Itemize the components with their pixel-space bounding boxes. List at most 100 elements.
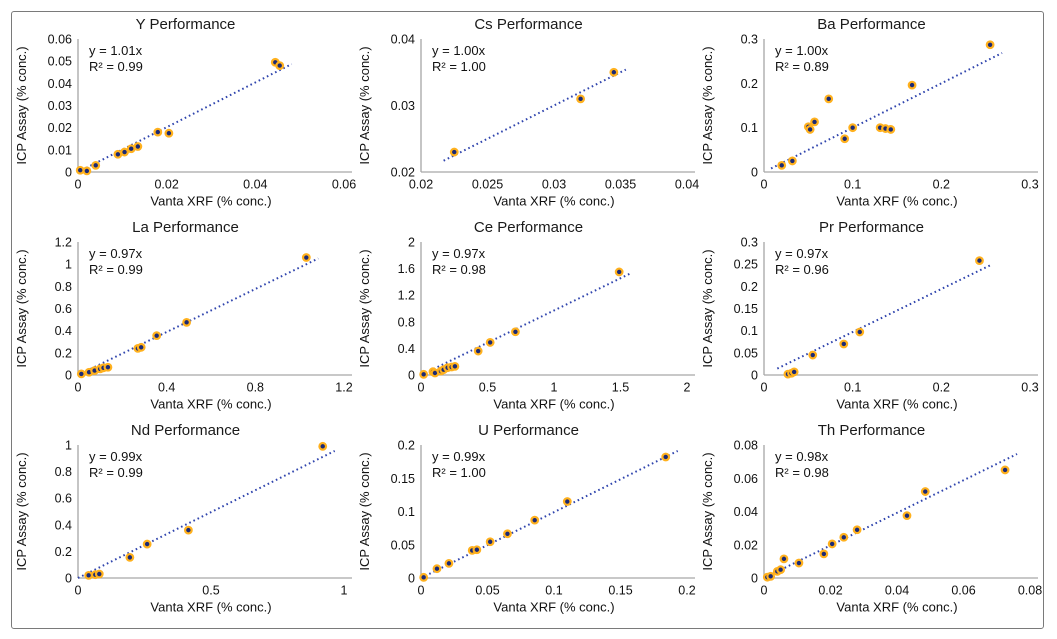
x-tick-label: 0 (418, 584, 425, 598)
data-point (182, 317, 192, 327)
data-point (511, 327, 520, 337)
trend-line (776, 263, 992, 370)
data-point (576, 94, 586, 104)
x-tick-label: 0 (75, 178, 82, 192)
y-tick-label: 0.02 (48, 121, 72, 135)
data-point (840, 134, 850, 144)
data-point (485, 338, 495, 347)
chart-title: La Performance (132, 219, 239, 236)
y-tick-label: 0.1 (741, 324, 758, 338)
r2-label: R² = 0.99 (89, 262, 143, 277)
y-axis-label: ICP Assay (% conc.) (357, 46, 372, 164)
data-point (827, 539, 837, 549)
y-tick-label: 0 (751, 369, 758, 383)
chart-th: 0 0.02 0.04 0.06 0.08 0 0.02 0.04 0.06 0.08 Th Per… (700, 422, 1042, 615)
data-point (419, 572, 429, 582)
y-axis-label: ICP Assay (% conc.) (700, 452, 715, 570)
y-tick-label: 0.08 (734, 439, 758, 453)
data-point (503, 529, 512, 539)
data-point (839, 532, 849, 542)
y-axis-label: ICP Assay (% conc.) (14, 452, 29, 570)
x-tick-label: 0 (761, 178, 768, 192)
y-tick-label: 0.2 (55, 545, 72, 559)
trend-line (763, 453, 1018, 579)
data-point (985, 40, 995, 50)
chart-title: Ce Performance (474, 219, 583, 236)
y-tick-label: 0.05 (391, 538, 415, 552)
chart-ce: 0 0.5 1 1.5 2 0 0.4 0.8 1.2 1.6 2 Ce Performance y =… (357, 219, 695, 412)
x-axis-label: Vanta XRF (% conc.) (150, 600, 271, 615)
x-tick-label: 0 (761, 584, 768, 598)
y-tick-label: 0.2 (55, 346, 72, 360)
x-tick-label: 0.03 (542, 178, 566, 192)
x-tick-label: 1 (551, 381, 558, 395)
x-tick-label: 0.04 (243, 178, 267, 192)
trend-line (420, 450, 679, 579)
y-tick-label: 0.3 (741, 236, 758, 250)
y-tick-label: 0.05 (734, 346, 758, 360)
y-tick-label: 0.4 (55, 518, 72, 532)
y-tick-label: 1 (65, 258, 72, 272)
x-tick-label: 0.02 (154, 178, 178, 192)
chart-pr: 0 0.1 0.2 0.3 0 0.05 0.1 0.15 0.2 0.25 0.3 Pr Perfo… (700, 219, 1039, 412)
x-axis-label: Vanta XRF (% conc.) (836, 397, 957, 412)
charts-grid: 0 0.02 0.04 0.06 0 0.01 0.02 0.03 0.04 0.05 0.06 Y … (14, 14, 1043, 623)
y-tick-label: 0.3 (741, 33, 758, 47)
equation-label: y = 0.98x (775, 449, 829, 464)
data-point (136, 342, 146, 352)
y-tick-label: 0.4 (55, 324, 72, 338)
x-tick-label: 0.5 (202, 584, 219, 598)
data-point (472, 545, 482, 555)
data-point (82, 166, 92, 176)
data-point (125, 552, 135, 562)
y-tick-label: 0.02 (391, 166, 415, 180)
data-point (152, 331, 162, 341)
x-tick-label: 0.1 (844, 381, 861, 395)
y-tick-label: 0 (65, 166, 72, 180)
x-tick-label: 0.2 (933, 178, 950, 192)
y-tick-label: 0 (751, 166, 758, 180)
y-tick-label: 0.6 (55, 492, 72, 506)
x-tick-label: 0.025 (472, 178, 503, 192)
chart-title: Pr Performance (819, 219, 924, 236)
x-axis-label: Vanta XRF (% conc.) (150, 397, 271, 412)
data-point (855, 327, 865, 337)
data-point (839, 339, 849, 349)
x-tick-label: 0.3 (1021, 381, 1038, 395)
x-axis-label: Vanta XRF (% conc.) (836, 194, 957, 209)
data-point (450, 361, 460, 371)
y-tick-label: 0.04 (391, 33, 415, 47)
y-tick-label: 0.2 (398, 439, 415, 453)
data-point (473, 346, 483, 356)
data-point (848, 123, 858, 133)
chart-nd: 0 0.5 1 0 0.2 0.4 0.6 0.8 1 Nd Performance y = 0.9… (14, 422, 352, 615)
data-point (449, 147, 459, 157)
chart-title: Y Performance (136, 16, 236, 33)
data-point (777, 160, 787, 170)
data-point (789, 367, 799, 377)
y-tick-label: 0.06 (48, 33, 72, 47)
data-point (776, 565, 786, 575)
x-tick-label: 0.08 (1018, 584, 1042, 598)
x-tick-label: 0.8 (247, 381, 264, 395)
x-tick-label: 0.06 (332, 178, 356, 192)
data-point (444, 558, 454, 568)
y-axis-label: ICP Assay (% conc.) (357, 249, 372, 367)
y-axis-label: ICP Assay (% conc.) (357, 452, 372, 570)
data-point (808, 350, 818, 360)
x-tick-label: 0.035 (605, 178, 636, 192)
y-tick-label: 0.03 (391, 99, 415, 113)
x-tick-label: 0.3 (1021, 178, 1038, 192)
data-point (318, 441, 328, 451)
x-axis-label: Vanta XRF (% conc.) (493, 600, 614, 615)
chart-u: 0 0.05 0.1 0.15 0.2 0 0.05 0.1 0.15 0.2 U Performa… (357, 422, 696, 615)
x-tick-label: 0.1 (844, 178, 861, 192)
data-point (76, 369, 86, 379)
x-tick-label: 1.2 (335, 381, 352, 395)
y-tick-label: 0 (65, 572, 72, 586)
x-tick-label: 0.1 (545, 584, 562, 598)
data-point (432, 564, 442, 574)
r2-label: R² = 0.98 (775, 465, 829, 480)
x-axis-label: Vanta XRF (% conc.) (836, 600, 957, 615)
y-tick-label: 0.06 (734, 472, 758, 486)
